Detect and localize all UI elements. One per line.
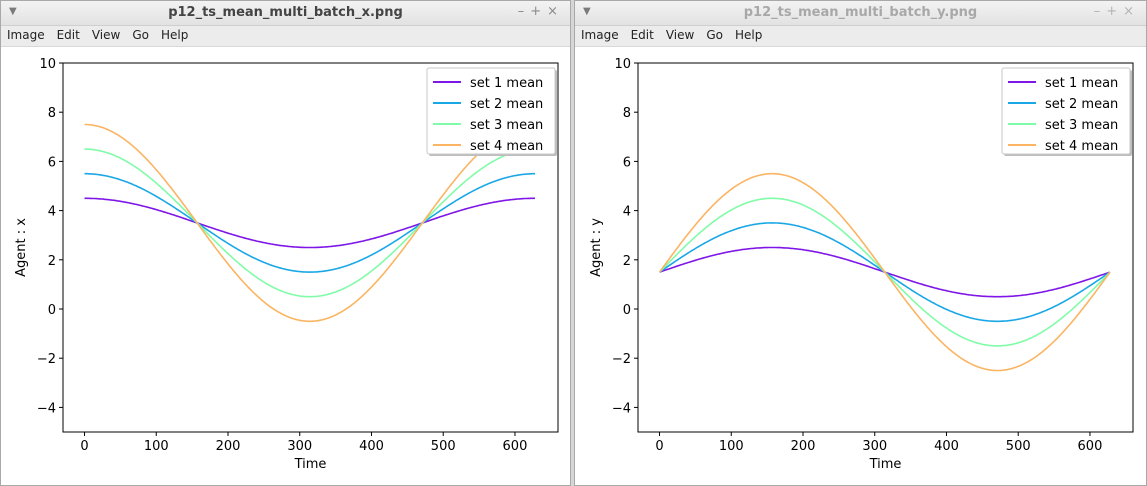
menu-help[interactable]: Help (160, 28, 189, 42)
menu-image[interactable]: Image (581, 28, 619, 42)
x-tick-label: 600 (503, 439, 528, 454)
series-line-3 (84, 148, 535, 298)
menu-view[interactable]: View (91, 28, 121, 42)
menu-edit[interactable]: Edit (56, 28, 80, 42)
x-tick-label: 500 (431, 439, 456, 454)
series-line-1 (84, 197, 535, 249)
menu-view[interactable]: View (665, 28, 695, 42)
legend-entry: set 3 mean (470, 118, 543, 133)
x-tick-label: 500 (1006, 439, 1031, 454)
legend-entry: set 1 mean (1045, 76, 1118, 91)
minimize-icon[interactable]: – (1093, 4, 1107, 19)
x-tick-label: 0 (655, 439, 663, 454)
x-tick-label: 100 (144, 439, 169, 454)
y-tick-label: 6 (623, 155, 631, 170)
series-line-2 (84, 172, 535, 273)
y-tick-label: 4 (623, 205, 631, 220)
x-tick-label: 300 (287, 439, 312, 454)
title-bar[interactable]: ▼ p12_ts_mean_multi_batch_x.png –+× (1, 1, 570, 26)
menu-bar: Image Edit View Go Help (1, 26, 570, 47)
menu-bar: Image Edit View Go Help (575, 26, 1146, 47)
legend-entry: set 2 mean (1045, 97, 1118, 112)
window-controls: –+× (1094, 4, 1140, 19)
x-tick-label: 200 (791, 439, 816, 454)
x-tick-label: 200 (216, 439, 241, 454)
line-chart-x: 0 100 200 300 400 500 600 −4 −2 0 2 4 6 8 10 Time Agent … (14, 57, 559, 472)
image-viewer-window-y: ▼ p12_ts_mean_multi_batch_y.png –+× Imag… (574, 0, 1147, 486)
close-icon[interactable]: × (1123, 4, 1140, 19)
minimize-icon[interactable]: – (517, 4, 531, 19)
y-tick-label: −4 (37, 401, 56, 416)
line-chart-y: 0 100 200 300 400 500 600 −4 −2 0 2 4 6 8 10 Time Agent … (589, 57, 1134, 472)
y-tick-label: 8 (48, 106, 56, 121)
window-menu-icon[interactable]: ▼ (9, 6, 17, 17)
menu-image[interactable]: Image (7, 28, 45, 42)
x-tick-label: 600 (1078, 439, 1103, 454)
y-tick-label: 6 (48, 155, 56, 170)
x-tick-label: 0 (80, 439, 88, 454)
y-tick-label: 8 (623, 106, 631, 121)
y-tick-label: 2 (623, 254, 631, 269)
menu-go[interactable]: Go (706, 28, 723, 42)
menu-go[interactable]: Go (132, 28, 149, 42)
y-tick-label: −4 (612, 401, 631, 416)
series-line-4 (658, 172, 1111, 372)
x-tick-label: 300 (862, 439, 887, 454)
y-axis-label: Agent : y (589, 218, 604, 277)
maximize-icon[interactable]: + (530, 4, 548, 19)
y-tick-label: 10 (39, 57, 56, 72)
x-tick-label: 400 (359, 439, 384, 454)
maximize-icon[interactable]: + (1106, 4, 1124, 19)
menu-help[interactable]: Help (734, 28, 763, 42)
window-title: p12_ts_mean_multi_batch_x.png (168, 5, 403, 20)
y-tick-label: 0 (623, 303, 631, 318)
y-tick-label: 2 (48, 254, 56, 269)
y-tick-label: 0 (48, 303, 56, 318)
x-axis-label: Time (869, 457, 902, 472)
y-tick-label: 4 (48, 205, 56, 220)
window-controls: –+× (518, 4, 564, 19)
menu-edit[interactable]: Edit (630, 28, 654, 42)
legend-entry: set 2 mean (470, 97, 543, 112)
title-bar[interactable]: ▼ p12_ts_mean_multi_batch_y.png –+× (575, 1, 1146, 26)
y-tick-label: 10 (614, 57, 631, 72)
y-tick-label: −2 (612, 352, 631, 367)
legend-entry: set 1 mean (470, 76, 543, 91)
y-axis-label: Agent : x (14, 218, 29, 277)
close-icon[interactable]: × (547, 4, 564, 19)
legend-entry: set 4 mean (1045, 139, 1118, 154)
plot-area-frame (62, 62, 559, 433)
x-tick-label: 100 (719, 439, 744, 454)
plot-area-frame (637, 62, 1134, 433)
x-tick-label: 400 (934, 439, 959, 454)
legend (1001, 67, 1131, 155)
y-tick-label: −2 (37, 352, 56, 367)
x-axis-label: Time (294, 457, 327, 472)
image-viewer-window-x: ▼ p12_ts_mean_multi_batch_x.png –+× Imag… (0, 0, 571, 486)
series-line-4 (84, 123, 535, 323)
window-menu-icon[interactable]: ▼ (583, 6, 591, 17)
legend-entry: set 3 mean (1045, 118, 1118, 133)
window-title: p12_ts_mean_multi_batch_y.png (743, 5, 978, 20)
legend-entry: set 4 mean (470, 139, 543, 154)
legend (426, 67, 556, 155)
